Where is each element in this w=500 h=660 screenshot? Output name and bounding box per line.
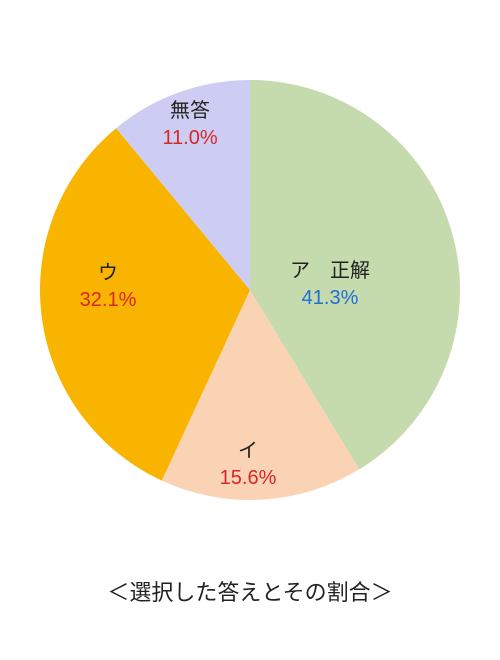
slice-pct-2: 32.1%: [80, 287, 137, 314]
slice-label-0: ア 正解 41.3%: [290, 258, 370, 312]
slice-name-2: ウ: [80, 260, 137, 287]
pie-chart-svg: [0, 0, 500, 660]
slice-pct-0: 41.3%: [290, 285, 370, 312]
slice-name-3: 無答: [162, 98, 217, 125]
slice-name-0: ア 正解: [290, 258, 370, 285]
slice-pct-1: 15.6%: [220, 465, 277, 492]
slice-label-1: イ 15.6%: [220, 438, 277, 492]
slice-label-3: 無答 11.0%: [162, 98, 217, 152]
chart-caption: ＜選択した答えとその割合＞: [0, 575, 500, 607]
slice-pct-3: 11.0%: [162, 125, 217, 152]
pie-chart-container: ア 正解 41.3% イ 15.6% ウ 32.1% 無答 11.0% ＜選択し…: [0, 0, 500, 660]
slice-label-2: ウ 32.1%: [80, 260, 137, 314]
slice-name-1: イ: [220, 438, 277, 465]
